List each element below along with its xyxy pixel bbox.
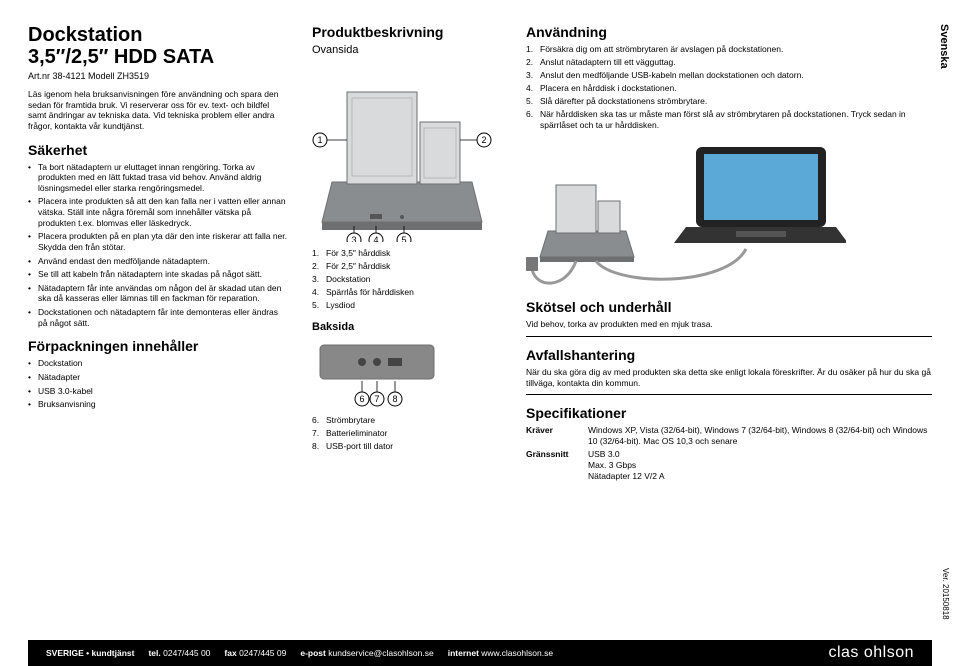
spec-val: Windows XP, Vista (32/64-bit), Windows 7…	[588, 425, 932, 447]
heading-usage: Användning	[526, 24, 932, 40]
heading-topside: Ovansida	[312, 44, 502, 56]
list-item: Dockstation	[312, 274, 502, 285]
column-left: Dockstation 3,5″/2,5″ HDD SATA Art.nr 38…	[28, 24, 288, 640]
spec-key: Gränssnitt	[526, 449, 588, 482]
column-right: Användning Försäkra dig om att strömbryt…	[526, 24, 932, 640]
list-item: Spärrlås för hårddisken	[312, 287, 502, 298]
list-item: Anslut den medföljande USB-kabeln mellan…	[526, 70, 932, 81]
page-title: Dockstation 3,5″/2,5″ HDD SATA	[28, 24, 288, 68]
footer-bar: SVERIGE • kundtjänst tel. 0247/445 00 fa…	[28, 640, 932, 666]
list-item: För 2,5″ hårddisk	[312, 261, 502, 272]
svg-text:3: 3	[351, 235, 356, 242]
svg-text:5: 5	[401, 235, 406, 242]
footer-country: SVERIGE • kundtjänst	[46, 648, 134, 658]
footer-email: e-post kundservice@clasohlson.se	[300, 648, 433, 658]
column-middle: Produktbeskrivning Ovansida	[312, 24, 502, 640]
maintenance-text: Vid behov, torka av produkten med en mju…	[526, 319, 932, 337]
footer-tel: tel. 0247/445 00	[148, 648, 210, 658]
intro-text: Läs igenom hela bruksanvisningen före an…	[28, 89, 288, 132]
svg-text:4: 4	[373, 235, 378, 242]
usage-list: Försäkra dig om att strömbrytaren är avs…	[526, 44, 932, 131]
list-item: För 3,5″ hårddisk	[312, 248, 502, 259]
list-item: Placera produkten på en plan yta där den…	[28, 231, 288, 252]
safety-list: Ta bort nätadaptern ur eluttaget innan r…	[28, 162, 288, 329]
heading-product: Produktbeskrivning	[312, 24, 502, 40]
list-item: Se till att kabeln från nätadaptern inte…	[28, 269, 288, 280]
spec-row: Gränssnitt USB 3.0 Max. 3 Gbps Nätadapte…	[526, 449, 932, 482]
topside-legend: För 3,5″ hårddisk För 2,5″ hårddisk Dock…	[312, 248, 502, 311]
list-item: Placera inte produkten så att den kan fa…	[28, 196, 288, 228]
heading-safety: Säkerhet	[28, 142, 288, 158]
spec-row: Kräver Windows XP, Vista (32/64-bit), Wi…	[526, 425, 932, 447]
list-item: Lysdiod	[312, 300, 502, 311]
footer-logo: clas ohlson	[828, 644, 914, 662]
list-item: Anslut nätadaptern till ett vägguttag.	[526, 57, 932, 68]
footer-fax: fax 0247/445 09	[224, 648, 286, 658]
backside-legend: Strömbrytare Batterieliminator USB-port …	[312, 415, 502, 452]
diagram-topside: 1 2 3 4 5	[312, 62, 492, 242]
list-item: Batterieliminator	[312, 428, 502, 439]
list-item: Nätadaptern får inte användas om någon d…	[28, 283, 288, 304]
list-item: Försäkra dig om att strömbrytaren är avs…	[526, 44, 932, 55]
heading-specs: Specifikationer	[526, 405, 932, 421]
list-item: Strömbrytare	[312, 415, 502, 426]
list-item: Placera en hårddisk i dockstationen.	[526, 83, 932, 94]
list-item: USB 3.0-kabel	[28, 386, 288, 397]
list-item: Dockstationen och nätadaptern får inte d…	[28, 307, 288, 328]
diagram-usage	[526, 139, 932, 289]
heading-maintenance: Skötsel och underhåll	[526, 299, 932, 315]
heading-contents: Förpackningen innehåller	[28, 338, 288, 354]
svg-text:8: 8	[392, 394, 397, 404]
disposal-text: När du ska göra dig av med produkten ska…	[526, 367, 932, 395]
list-item: Dockstation	[28, 358, 288, 369]
spec-val: USB 3.0 Max. 3 Gbps Nätadapter 12 V/2 A	[588, 449, 932, 482]
spec-key: Kräver	[526, 425, 588, 447]
list-item: Ta bort nätadaptern ur eluttaget innan r…	[28, 162, 288, 194]
heading-backside: Baksida	[312, 321, 502, 333]
svg-text:2: 2	[481, 135, 486, 145]
list-item: När hårddisken ska tas ur måste man förs…	[526, 109, 932, 131]
heading-disposal: Avfallshantering	[526, 347, 932, 363]
list-item: Använd endast den medföljande nätadapter…	[28, 256, 288, 267]
article-number: Art.nr 38-4121 Modell ZH3519	[28, 71, 288, 81]
svg-text:6: 6	[359, 394, 364, 404]
list-item: Nätadapter	[28, 372, 288, 383]
contents-list: Dockstation Nätadapter USB 3.0-kabel Bru…	[28, 358, 288, 410]
list-item: USB-port till dator	[312, 441, 502, 452]
list-item: Slå därefter på dockstationens strömbryt…	[526, 96, 932, 107]
list-item: Bruksanvisning	[28, 399, 288, 410]
svg-text:7: 7	[374, 394, 379, 404]
svg-text:1: 1	[317, 135, 322, 145]
footer-web: internet www.clasohlson.se	[448, 648, 553, 658]
diagram-backside: 6 7 8	[312, 341, 442, 411]
